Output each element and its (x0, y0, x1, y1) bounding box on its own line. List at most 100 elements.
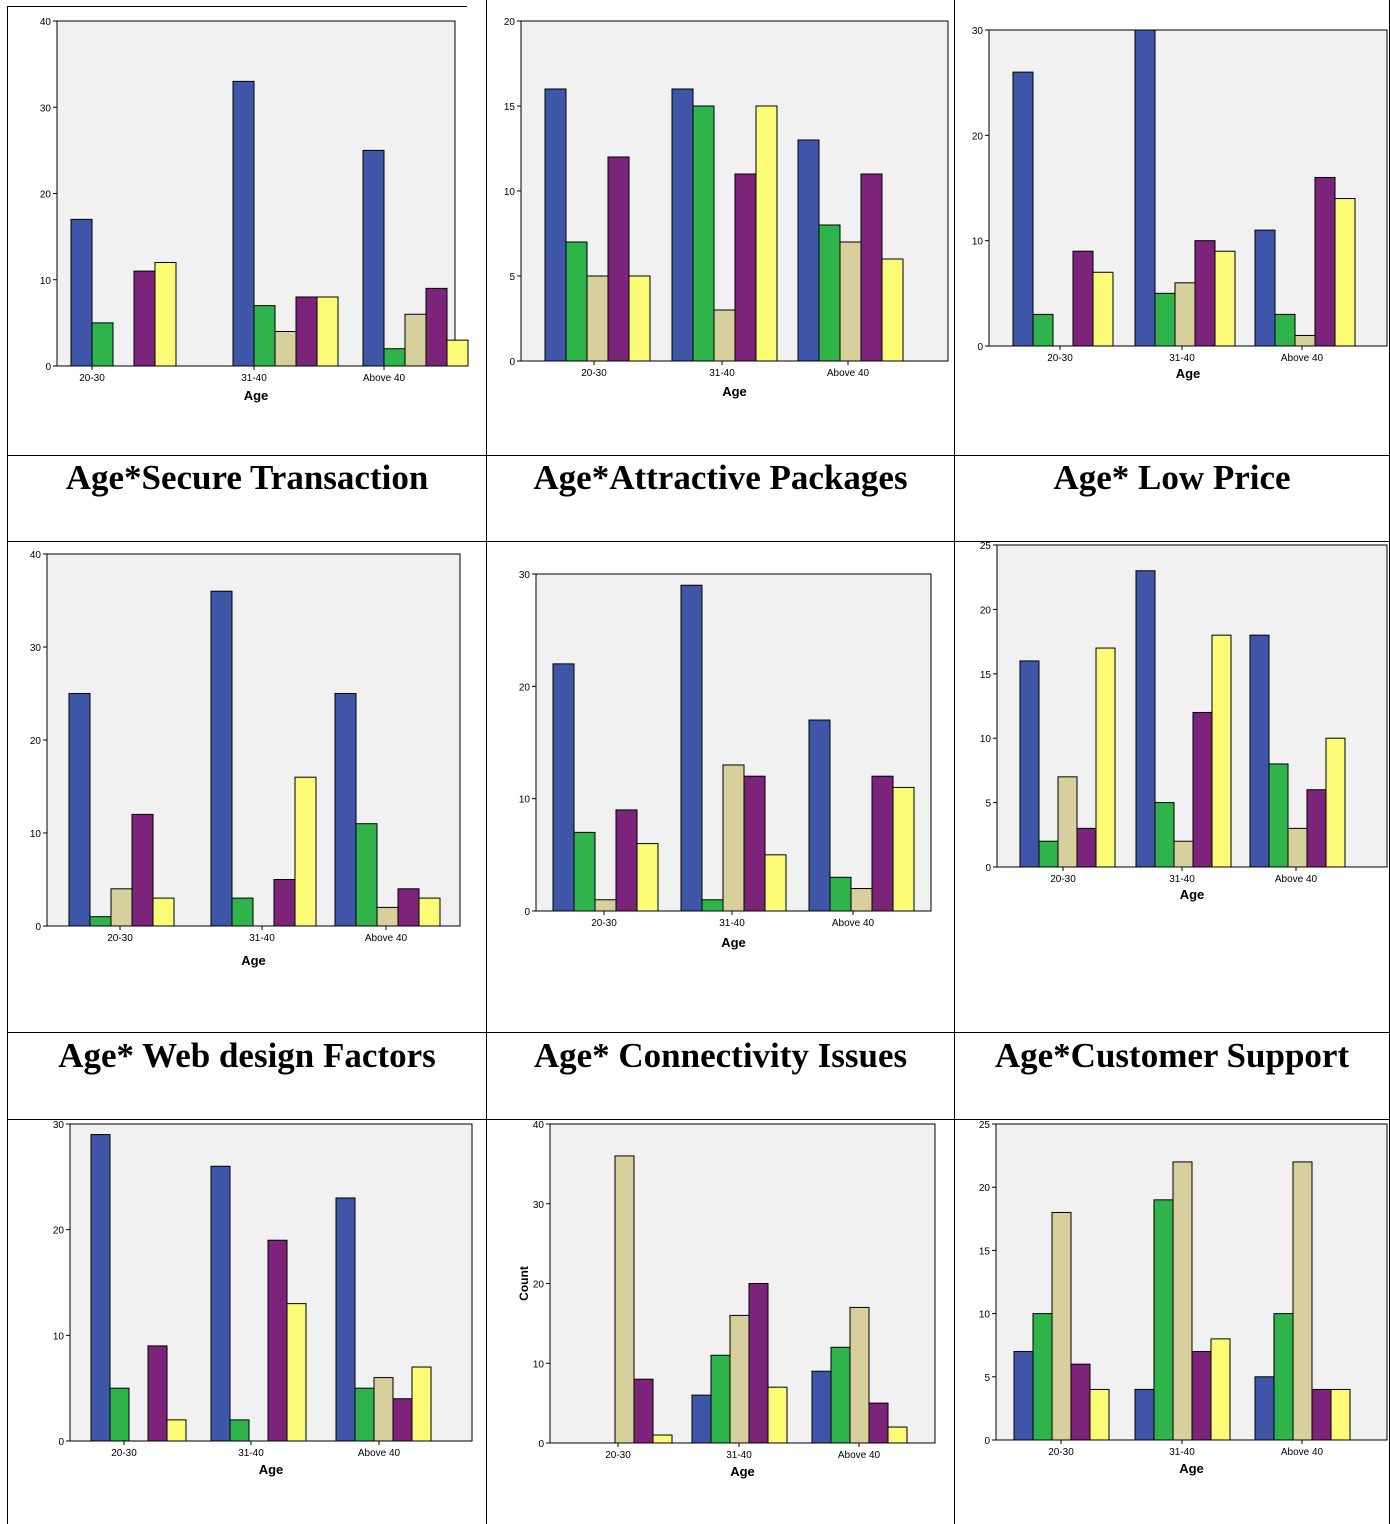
chart-1-bar-s4-20-30 (133, 270, 156, 367)
chart-9-bar-s4-20-30 (1070, 1363, 1091, 1441)
chart-6-bar-s1-20-30 (1019, 660, 1040, 868)
chart-6-ytick-label-4: 20 (980, 605, 992, 616)
chart-7-bar-s2-31-40 (229, 1419, 250, 1442)
chart-7-bar-s2-above-40 (354, 1387, 375, 1442)
chart-3-bar-s5-31-40 (1214, 250, 1236, 347)
chart-6-bar-s5-31-40 (1211, 634, 1232, 868)
chart-1-ytick-label-4: 40 (40, 17, 52, 28)
chart-1-bar-s2-20-30 (91, 322, 114, 367)
chart-8-bar-s3-20-30 (614, 1155, 635, 1444)
chart-9-bar-s1-31-40 (1134, 1388, 1155, 1441)
chart-9-bar-s2-31-40 (1153, 1199, 1174, 1441)
chart-8-bar-s5-above-40 (887, 1426, 908, 1444)
chart-2-bar-s1-31-40 (671, 88, 694, 362)
chart-4-plot-area (46, 553, 461, 927)
chart-9-bar-s5-20-30 (1089, 1388, 1110, 1441)
chart-3-bar-s1-20-30 (1012, 71, 1034, 347)
chart-5-bar-s5-31-40 (764, 854, 787, 912)
chart-6-bar-s4-20-30 (1076, 827, 1097, 868)
chart-4-x-axis-title: Age (241, 953, 266, 968)
chart-1-x-axis-title: Age (244, 388, 269, 403)
chart-4-bar-s2-above-40 (355, 823, 378, 927)
chart-8-ytick-label-2: 20 (533, 1280, 545, 1291)
chart-1-ytick-label-1: 10 (40, 276, 52, 287)
chart-8-bar-s2-31-40 (710, 1354, 731, 1444)
chart-4-bar-s5-above-40 (418, 897, 441, 927)
chart-4-bar-s4-above-40 (397, 888, 420, 927)
chart-5-bar-s3-above-40 (850, 888, 873, 912)
chart-6-bar-s2-above-40 (1268, 763, 1289, 868)
chart-9-bar-s2-20-30 (1032, 1313, 1053, 1441)
chart-5-bar-s2-20-30 (573, 831, 596, 912)
chart-8-bar-s1-above-40 (811, 1370, 832, 1444)
chart-7-bar-s5-20-30 (166, 1419, 187, 1442)
chart-4-bar-s2-31-40 (231, 897, 254, 927)
chart-5-bar-s1-above-40 (808, 719, 831, 912)
chart-1-category-label-0: 20-30 (79, 373, 105, 384)
chart-6-bar-s3-20-30 (1057, 776, 1078, 868)
chart-6-bar-s1-above-40 (1249, 634, 1270, 868)
chart-8-ytick-label-0: 0 (538, 1439, 544, 1450)
chart-9-ytick-label-4: 20 (979, 1183, 991, 1194)
chart-7-bar-s4-20-30 (147, 1345, 168, 1442)
chart-4-ytick-label-3: 30 (30, 643, 42, 654)
chart-3-bar-s4-above-40 (1314, 176, 1336, 347)
chart-6-bar-s4-31-40 (1192, 711, 1213, 868)
chart-2-category-label-1: 31-40 (709, 368, 735, 379)
chart-5-bar-s4-above-40 (871, 775, 894, 912)
chart-8-bar-s5-20-30 (652, 1434, 673, 1444)
table-row-line-1 (7, 455, 1390, 456)
chart-4-category-label-2: Above 40 (365, 933, 408, 944)
chart-9-ytick-label-5: 25 (979, 1120, 991, 1131)
chart-8-x-axis-title: Age (730, 1464, 755, 1479)
chart-1-ytick-label-3: 30 (40, 103, 52, 114)
chart-6-category-label-1: 31-40 (1169, 874, 1195, 885)
caption-secure-transaction: Age*Secure Transaction (65, 458, 429, 497)
chart-4-bar-s3-20-30 (110, 888, 133, 927)
chart-2-bar-s3-above-40 (839, 241, 862, 362)
chart-1-bar-s5-31-40 (316, 296, 339, 367)
chart-6-ytick-label-2: 10 (980, 734, 992, 745)
table-border-top (7, 6, 467, 7)
chart-1-bar-s5-20-30 (154, 262, 177, 367)
chart-5-bar-s5-above-40 (892, 786, 915, 912)
chart-1-bar-s1-31-40 (232, 80, 255, 367)
chart-5-ytick-label-2: 20 (519, 682, 531, 693)
chart-1-bar-s3-31-40 (274, 331, 297, 367)
chart-4-category-label-0: 20-30 (107, 933, 133, 944)
chart-3-ytick-label-2: 20 (972, 131, 984, 142)
chart-4-ytick-label-0: 0 (35, 922, 41, 933)
chart-3-bar-s4-20-30 (1072, 250, 1094, 347)
chart-5-ytick-label-1: 10 (519, 795, 531, 806)
chart-9-ytick-label-2: 10 (979, 1310, 991, 1321)
chart-5-bar-s2-above-40 (829, 876, 852, 912)
chart-3-bar-s5-20-30 (1092, 271, 1114, 347)
chart-5-category-label-2: Above 40 (832, 918, 875, 929)
chart-3-category-label-2: Above 40 (1281, 353, 1324, 364)
chart-4-bar-s5-20-30 (152, 897, 175, 927)
chart-8-bar-s3-31-40 (729, 1314, 750, 1444)
chart-8-ytick-label-3: 30 (533, 1200, 545, 1211)
chart-8-bar-s1-31-40 (691, 1394, 712, 1444)
table-row-line-2 (7, 541, 1390, 542)
chart-1-bar-s1-above-40 (362, 149, 385, 367)
chart-7-bar-s4-above-40 (392, 1398, 413, 1442)
chart-7-bar-s5-above-40 (411, 1366, 432, 1442)
chart-5-bar-s5-20-30 (636, 843, 659, 912)
chart-3-bar-s1-31-40 (1134, 29, 1156, 347)
chart-5-bar-s1-31-40 (680, 584, 703, 912)
chart-9-ytick-label-3: 15 (979, 1246, 991, 1257)
chart-3-ytick-label-3: 30 (972, 26, 984, 37)
chart-1-bar-s3-above-40 (404, 313, 427, 367)
chart-7-category-label-0: 20-30 (111, 1448, 137, 1459)
chart-1-category-label-2: Above 40 (363, 373, 406, 384)
chart-7-bar-s2-20-30 (109, 1387, 130, 1442)
caption-web-design-factors: Age* Web design Factors (58, 1036, 436, 1075)
chart-8-category-label-1: 31-40 (726, 1450, 752, 1461)
chart-2-bar-s4-20-30 (607, 156, 630, 362)
chart-6-bar-s4-above-40 (1306, 789, 1327, 868)
chart-6-bar-s1-31-40 (1135, 570, 1156, 868)
chart-6-bar-s5-20-30 (1095, 647, 1116, 868)
chart-4-bar-s5-31-40 (294, 776, 317, 927)
